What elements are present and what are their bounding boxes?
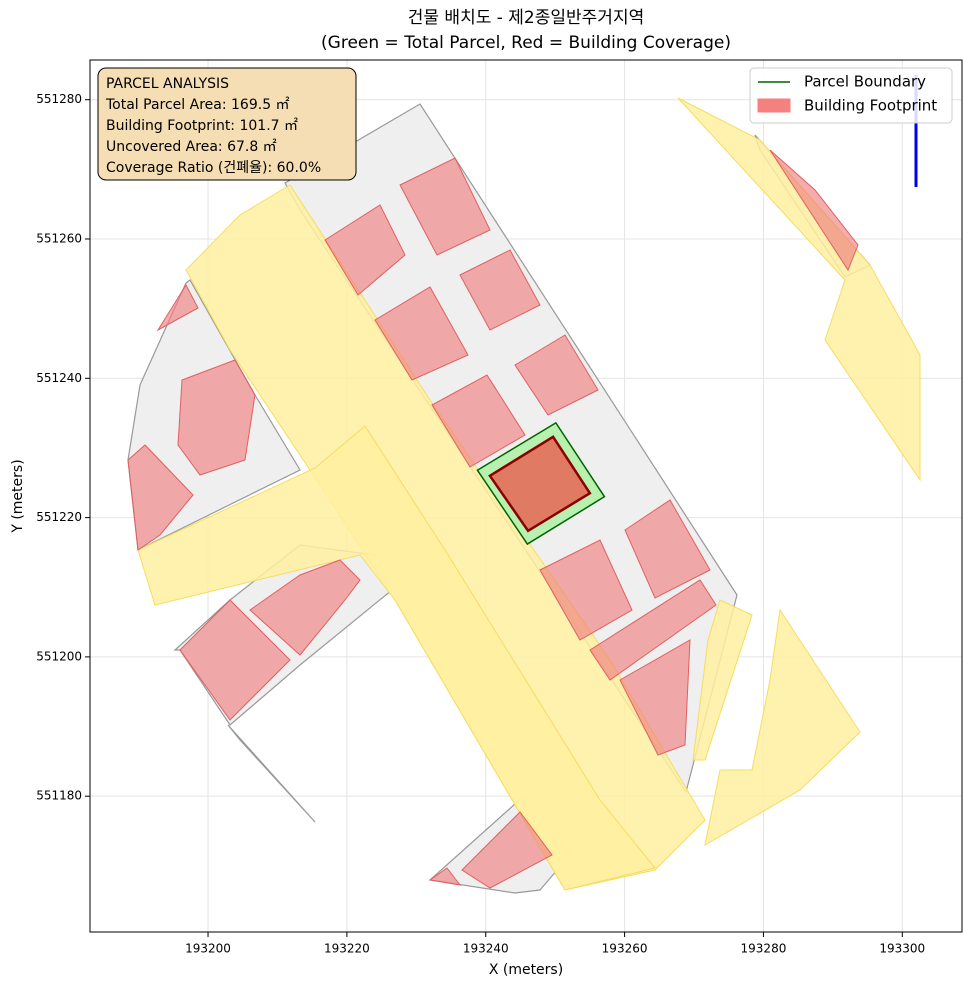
road [137,425,656,891]
annotation-line: Coverage Ratio (건폐율): 60.0% [106,160,321,176]
footprints [127,149,859,889]
x-tick-label: 193260 [602,942,648,956]
annotation-line: Uncovered Area: 67.8 ㎡ [106,139,277,155]
road [185,184,706,891]
annotation: PARCEL ANALYSIS Total Parcel Area: 169.5 … [105,76,321,176]
lot [227,724,316,823]
x-tick-label: 193200 [185,942,231,956]
marks [476,421,606,546]
legend-box [749,67,953,124]
legend-swatch [757,98,791,113]
y-tick-label: 551240 [36,371,82,385]
annotation-line: Building Footprint: 101.7 ㎡ [106,118,298,134]
chart-title: 건물 배치도 - 제2종일반주거지역 [408,8,644,28]
plot-frame [89,59,963,933]
y-tick-label: 551220 [36,510,82,524]
y-tick-label: 551180 [36,789,82,803]
legend: Parcel Boundary Building Footprint [749,67,953,124]
x-axis-label: X (meters) [489,962,563,978]
x-tick-label: 193220 [324,942,370,956]
annotation-line: Total Parcel Area: 169.5 ㎡ [105,97,290,113]
chart-subtitle: (Green = Total Parcel, Red = Building Co… [321,33,731,53]
y-axis-label: Y (meters) [10,459,26,533]
legend-label: Building Footprint [804,97,937,115]
legend-label: Parcel Boundary [804,73,926,91]
building-footprint [488,435,592,533]
y-tick-label: 551260 [36,231,82,245]
y-tick-label: 551280 [36,92,82,106]
annotation-box [97,67,357,181]
y-tick-label: 551200 [36,649,82,663]
road [692,599,753,761]
x-tick-label: 193280 [741,942,787,956]
road [677,97,921,482]
road [704,608,861,846]
x-tick-label: 193300 [879,942,925,956]
background-map [127,75,921,894]
x-tick-label: 193240 [463,942,509,956]
annotation-line: PARCEL ANALYSIS [106,76,229,92]
